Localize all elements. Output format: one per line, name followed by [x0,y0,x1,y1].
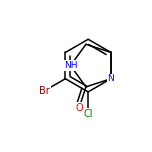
Text: Cl: Cl [83,109,93,119]
Text: O: O [75,103,83,113]
Text: NH: NH [64,61,77,70]
Text: Br: Br [40,86,50,96]
Text: N: N [108,74,114,83]
